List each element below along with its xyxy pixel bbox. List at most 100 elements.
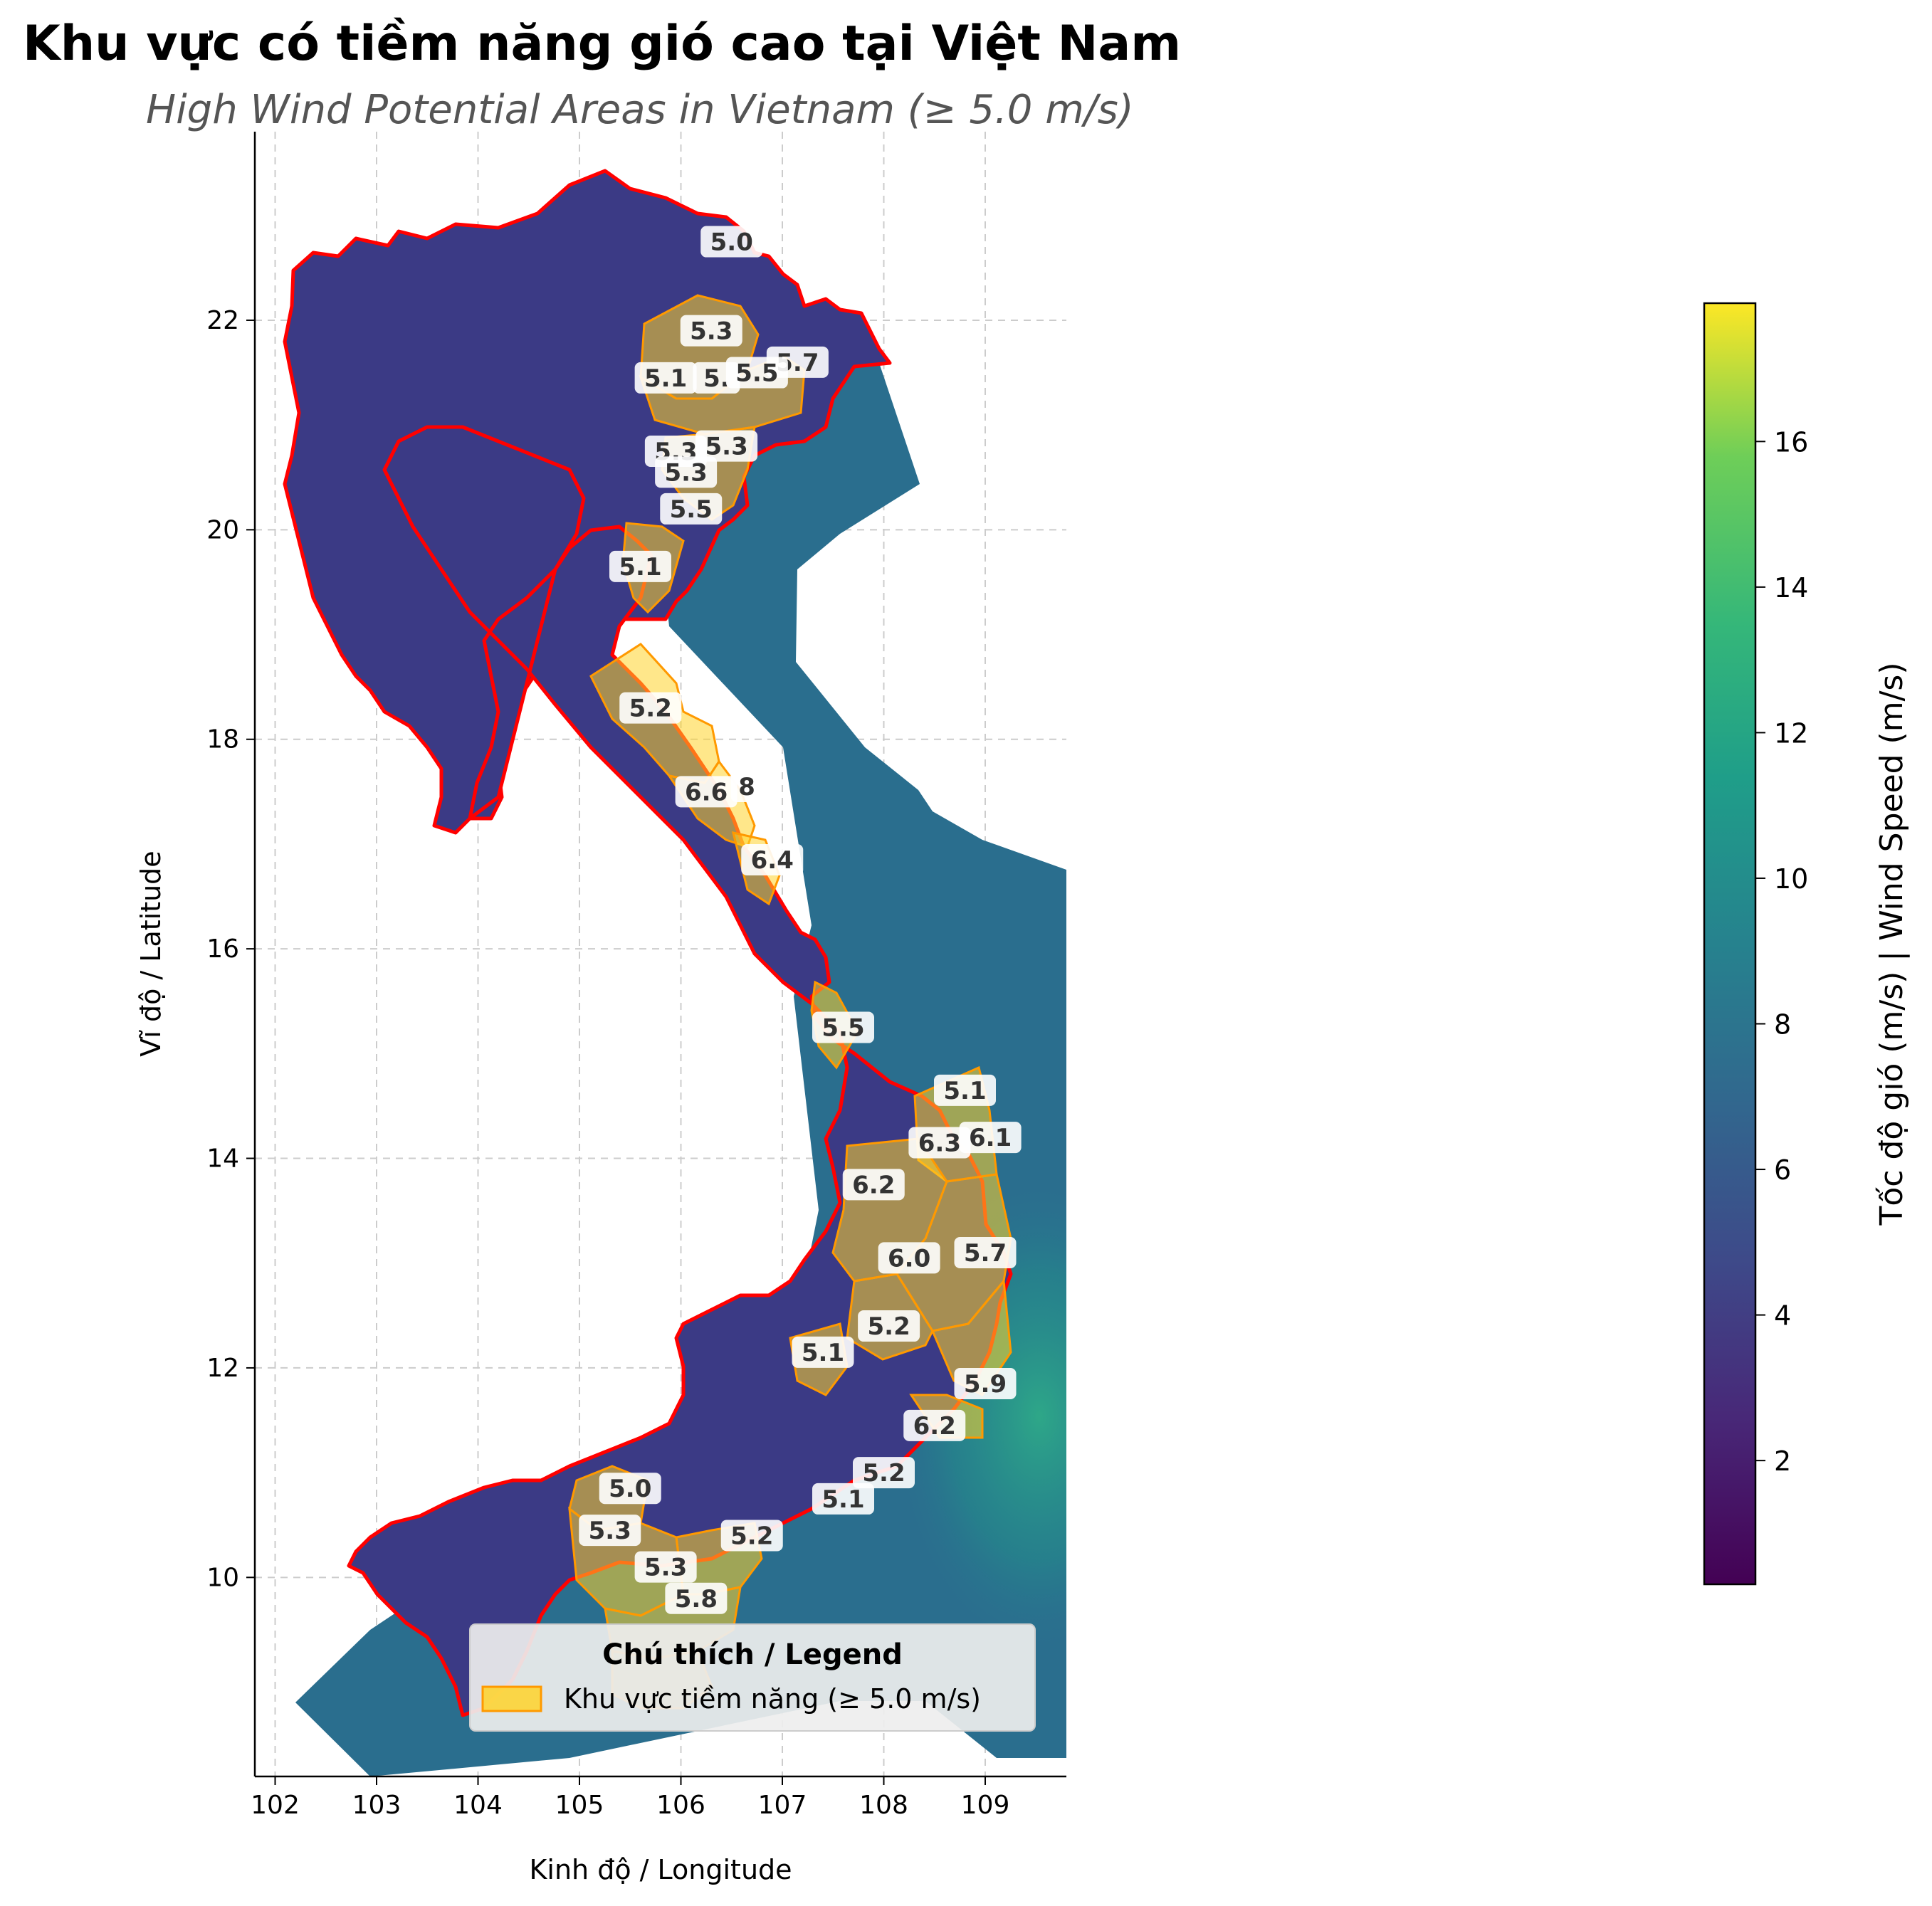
value-label-text: 5.1: [943, 1077, 986, 1105]
value-label-text: 5.0: [710, 228, 753, 257]
value-label-text: 5.7: [964, 1239, 1007, 1268]
value-label-text: 6.2: [852, 1171, 895, 1199]
chart-subtitle: High Wind Potential Areas in Vietnam (≥ …: [146, 87, 1134, 133]
value-label: 5.2: [720, 1520, 783, 1552]
value-label: 5.1: [609, 550, 671, 582]
value-label: 6.2: [842, 1169, 905, 1201]
value-label-text: 5.1: [619, 553, 661, 581]
value-label-bg: [609, 550, 671, 582]
value-label: 8: [730, 770, 763, 802]
value-label-bg: [812, 1483, 874, 1515]
value-label-text: 5.0: [609, 1475, 651, 1503]
value-label-bg: [730, 770, 763, 802]
colorbar-tick-label: 8: [1774, 1009, 1791, 1041]
value-label-text: 5.9: [964, 1370, 1007, 1399]
value-label-bg: [878, 1242, 940, 1274]
value-label-text: 5.1: [644, 364, 687, 393]
value-label: 5.5: [812, 1011, 874, 1043]
value-label-text: 5.8: [675, 1585, 718, 1613]
value-label-text: 5.3: [589, 1517, 631, 1545]
x-tick-label: 107: [758, 1791, 807, 1820]
y-tick-label: 16: [206, 934, 239, 964]
value-label: 5.3: [579, 1515, 641, 1547]
value-annotations: 5.05.35.75.1 5. 5.55.3 5.35.35.55.15.26.6 86…: [579, 226, 1022, 1614]
colorbar-tick-label: 14: [1774, 572, 1808, 604]
value-label: 5.3: [634, 1551, 697, 1583]
value-label-bg: [812, 1011, 874, 1043]
value-label: 6.3: [908, 1127, 971, 1159]
value-label-bg: [842, 1169, 905, 1201]
value-label: 5.0: [599, 1473, 661, 1505]
value-label-bg: [579, 1515, 641, 1547]
colorbar-tick-label: 16: [1774, 426, 1808, 458]
value-label: 5.3: [655, 456, 718, 488]
value-label-text: 5.2: [629, 695, 672, 723]
value-label-bg: [908, 1127, 971, 1159]
y-tick-label: 18: [206, 725, 239, 754]
value-label-text: 5.5: [821, 1014, 864, 1043]
value-label-bg: [741, 844, 804, 876]
value-label-bg: [660, 493, 723, 525]
chart-title: Khu vực có tiềm năng gió cao tại Việt Na…: [23, 16, 1182, 72]
legend-title: Chú thích / Legend: [602, 1638, 903, 1671]
value-label: 6.6: [675, 776, 737, 808]
colorbar-tick-label: 2: [1774, 1446, 1791, 1477]
value-label-text: 5.1: [821, 1485, 864, 1514]
value-label-text: 5.: [703, 364, 730, 393]
value-label-text: 6.4: [751, 846, 794, 875]
value-label-text: 5.3: [690, 317, 733, 346]
y-tick-label: 12: [206, 1354, 239, 1383]
value-label-bg: [903, 1409, 966, 1441]
value-label-bg: [665, 1582, 728, 1614]
value-label: 6.4: [741, 844, 804, 876]
value-label: 5.0: [700, 226, 763, 258]
value-label-text: 5.5: [735, 359, 778, 388]
value-label-bg: [853, 1457, 915, 1489]
x-tick-label: 103: [352, 1791, 401, 1820]
value-label-bg: [700, 226, 763, 258]
value-label-text: 6.2: [913, 1412, 956, 1441]
legend-swatch: [481, 1685, 542, 1712]
x-tick-label: 102: [251, 1791, 300, 1820]
value-label-text: 5.2: [862, 1459, 905, 1488]
value-label-text: 5.1: [802, 1339, 844, 1367]
value-label-bg: [634, 362, 697, 394]
value-label-bg: [675, 776, 737, 808]
value-label-text: 6.0: [888, 1244, 930, 1273]
y-tick-label: 20: [206, 515, 239, 544]
x-tick-label: 105: [555, 1791, 604, 1820]
y-axis-ticks: 10 12 14 16 18 20 22: [206, 306, 255, 1592]
value-label-text: 6.1: [969, 1124, 1012, 1152]
value-label: 5.2: [853, 1457, 915, 1489]
value-label-bg: [720, 1520, 783, 1552]
value-label: 6.2: [903, 1409, 966, 1441]
value-label-text: 5.2: [730, 1522, 773, 1550]
value-label: 5.1: [634, 362, 697, 394]
y-tick-label: 10: [206, 1563, 239, 1592]
colorbar-ticks: 2 4 6 8 10 12 14 16: [1755, 426, 1808, 1477]
land-raster-south: [347, 425, 1013, 1717]
legend-box: [469, 1623, 1036, 1732]
colorbar-gradient: [1703, 302, 1757, 1586]
x-axis-label: Kinh độ / Longitude: [529, 1854, 792, 1885]
value-label-bg: [655, 456, 718, 488]
value-label-text: 5.3: [644, 1554, 687, 1582]
value-label: 5.8: [665, 1582, 728, 1614]
x-tick-label: 104: [453, 1791, 503, 1820]
value-label: 5.7: [954, 1237, 1017, 1269]
value-label-bg: [725, 357, 788, 389]
colorbar-tick-label: 6: [1774, 1154, 1791, 1186]
value-label-bg: [954, 1368, 1017, 1400]
value-label-bg: [695, 430, 758, 462]
colorbar-tick-label: 12: [1774, 717, 1808, 749]
y-tick-label: 14: [206, 1144, 239, 1174]
x-tick-label: 109: [961, 1791, 1010, 1820]
value-label-text: 5.2: [868, 1312, 910, 1341]
value-label: 5.3: [695, 430, 758, 462]
value-label: 5.2: [858, 1310, 920, 1342]
value-label: 6.0: [878, 1242, 940, 1274]
value-label-text: 5.3: [705, 433, 748, 461]
value-label-bg: [858, 1310, 920, 1342]
value-label-bg: [634, 1551, 697, 1583]
